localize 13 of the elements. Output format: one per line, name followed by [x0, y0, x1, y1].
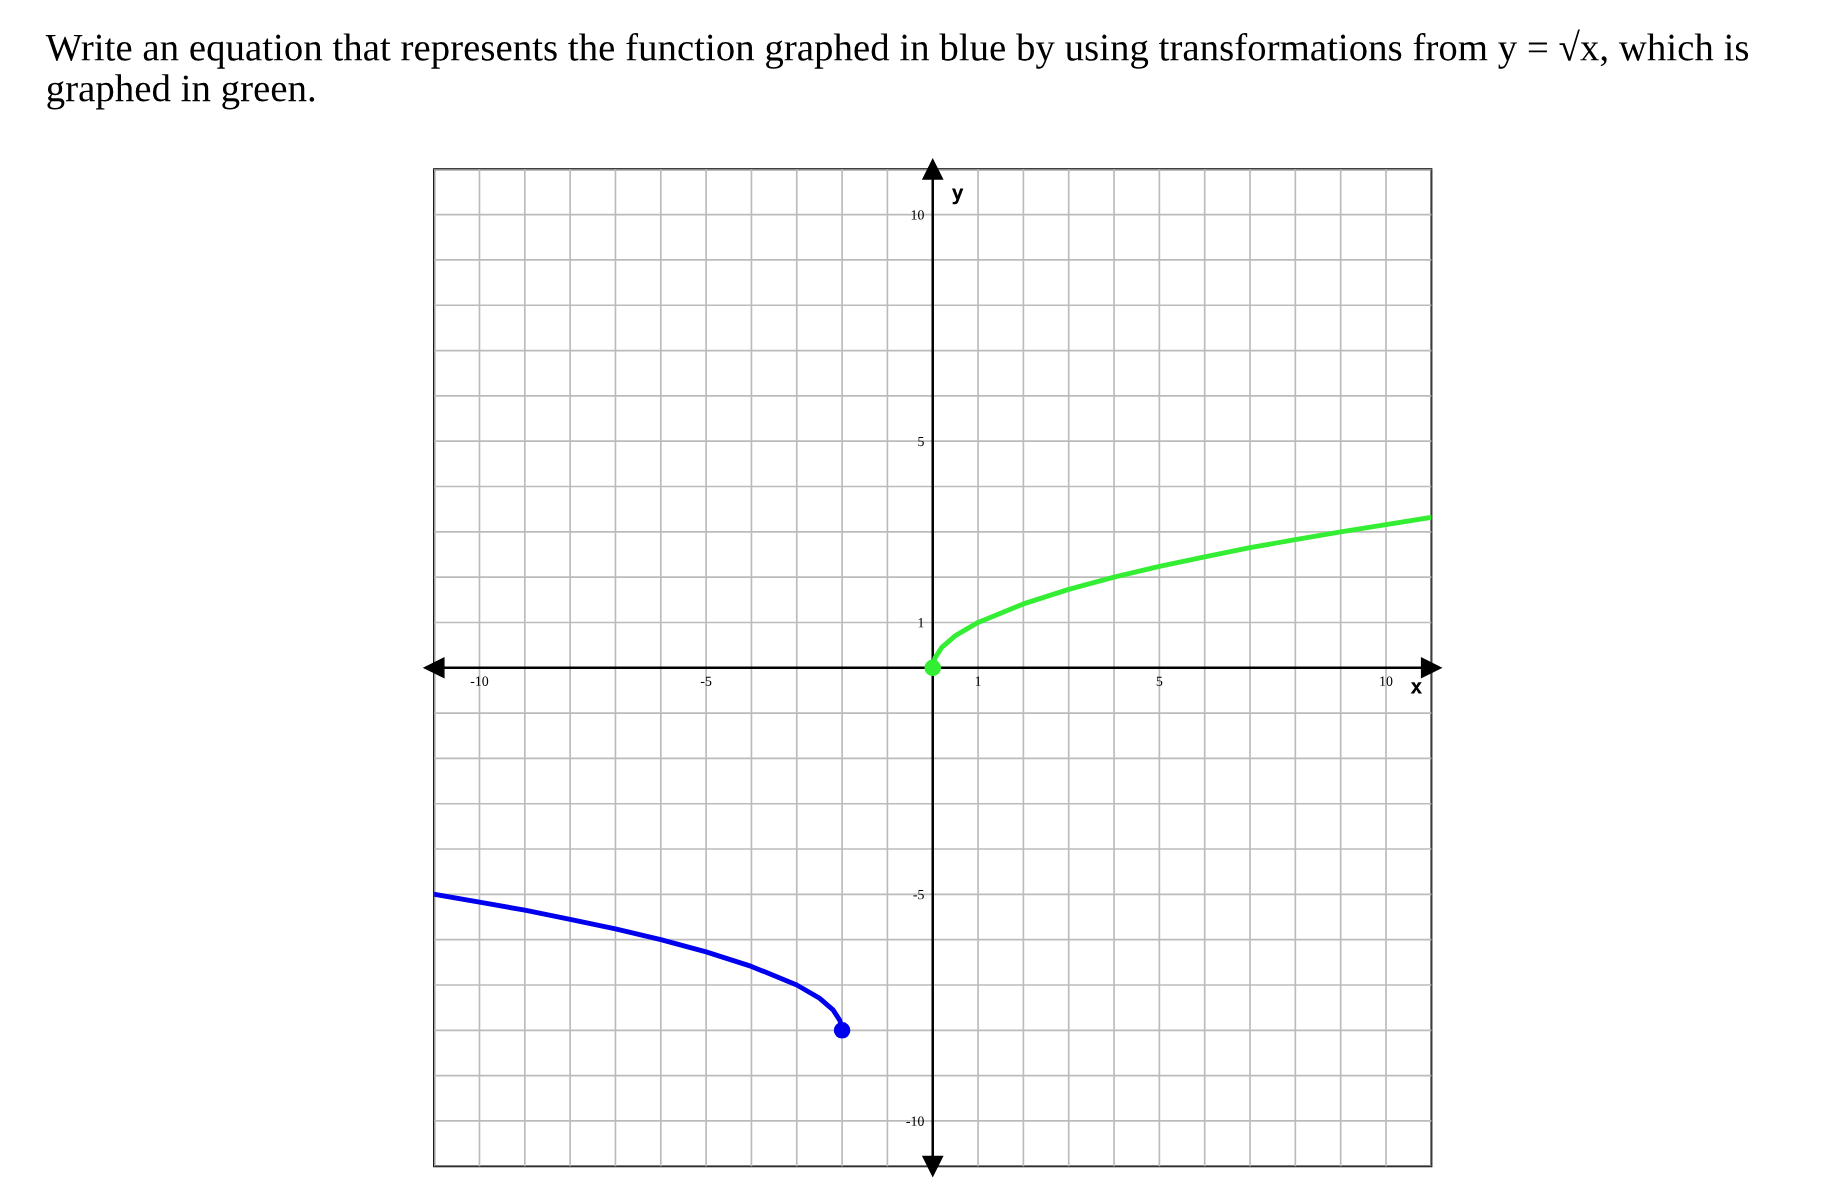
y-axis-title: y	[951, 188, 964, 205]
x-tick-label: 5	[1156, 676, 1163, 686]
x-tick-label: -10	[470, 676, 489, 686]
x-axis-title: x	[1410, 682, 1423, 694]
y-tick-label: 5	[918, 436, 924, 447]
y-tick-label: 10	[911, 210, 924, 220]
y-tick-label: -5	[913, 890, 924, 900]
y-tick-label: 1	[918, 618, 924, 628]
chart-title: Write an equation that represents the function graphed in blue by using transformations from y = √x, which is graphed in green.	[45, 29, 1749, 110]
x-tick-label: -5	[700, 676, 712, 686]
x-tick-label: 10	[1380, 676, 1393, 686]
x-tick-label: 1	[975, 676, 981, 686]
y-tick-label: -10	[906, 1116, 924, 1126]
